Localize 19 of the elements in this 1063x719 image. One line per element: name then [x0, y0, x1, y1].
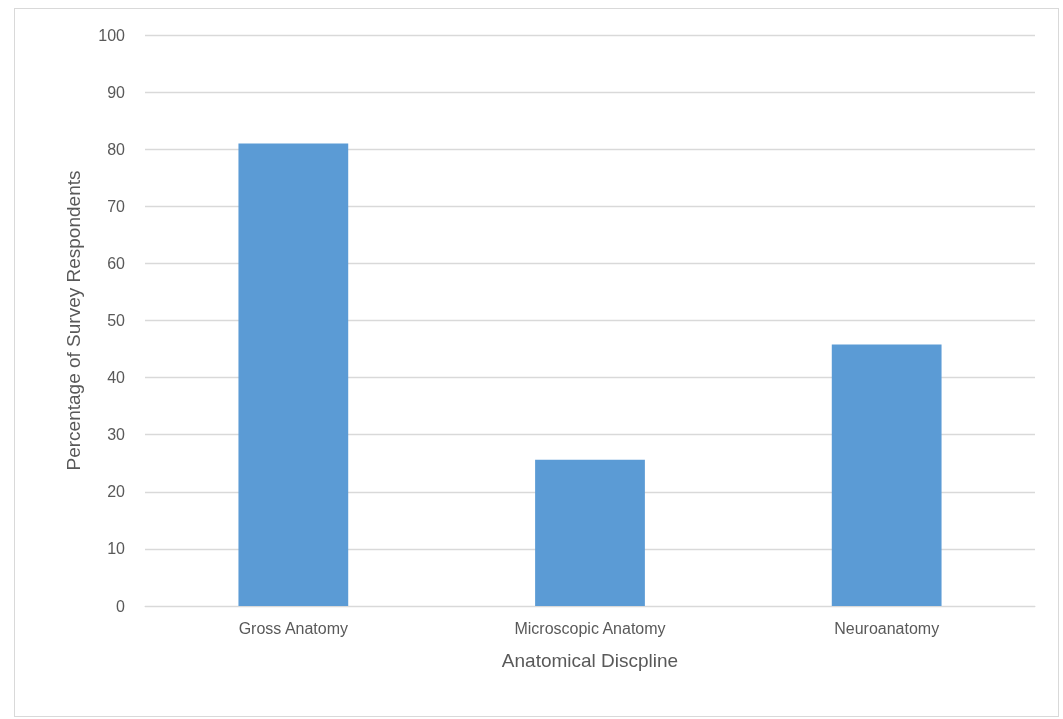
bar: [535, 459, 645, 606]
y-tick-label: 40: [107, 369, 126, 387]
bar: [831, 344, 942, 606]
y-tick-label: 20: [107, 483, 126, 501]
y-axis-title: Percentage of Survey Respondents: [63, 170, 84, 471]
y-tick-label: 90: [107, 83, 126, 101]
x-tick-label: Neuroanatomy: [834, 619, 940, 637]
y-tick-label: 30: [107, 426, 126, 444]
y-tick-label: 60: [107, 254, 126, 272]
x-tick-label: Gross Anatomy: [238, 619, 349, 637]
y-tick-label: 0: [116, 597, 126, 615]
y-tick-label: 100: [98, 26, 126, 44]
bar: [238, 143, 349, 606]
y-tick-label: 50: [107, 312, 126, 329]
y-tick-label: 10: [107, 540, 126, 558]
x-axis-title: Anatomical Discpline: [501, 650, 679, 671]
x-tick-label: Microscopic Anatomy: [514, 619, 666, 637]
y-tick-label: 80: [107, 140, 126, 158]
y-tick-label: 70: [107, 197, 126, 215]
